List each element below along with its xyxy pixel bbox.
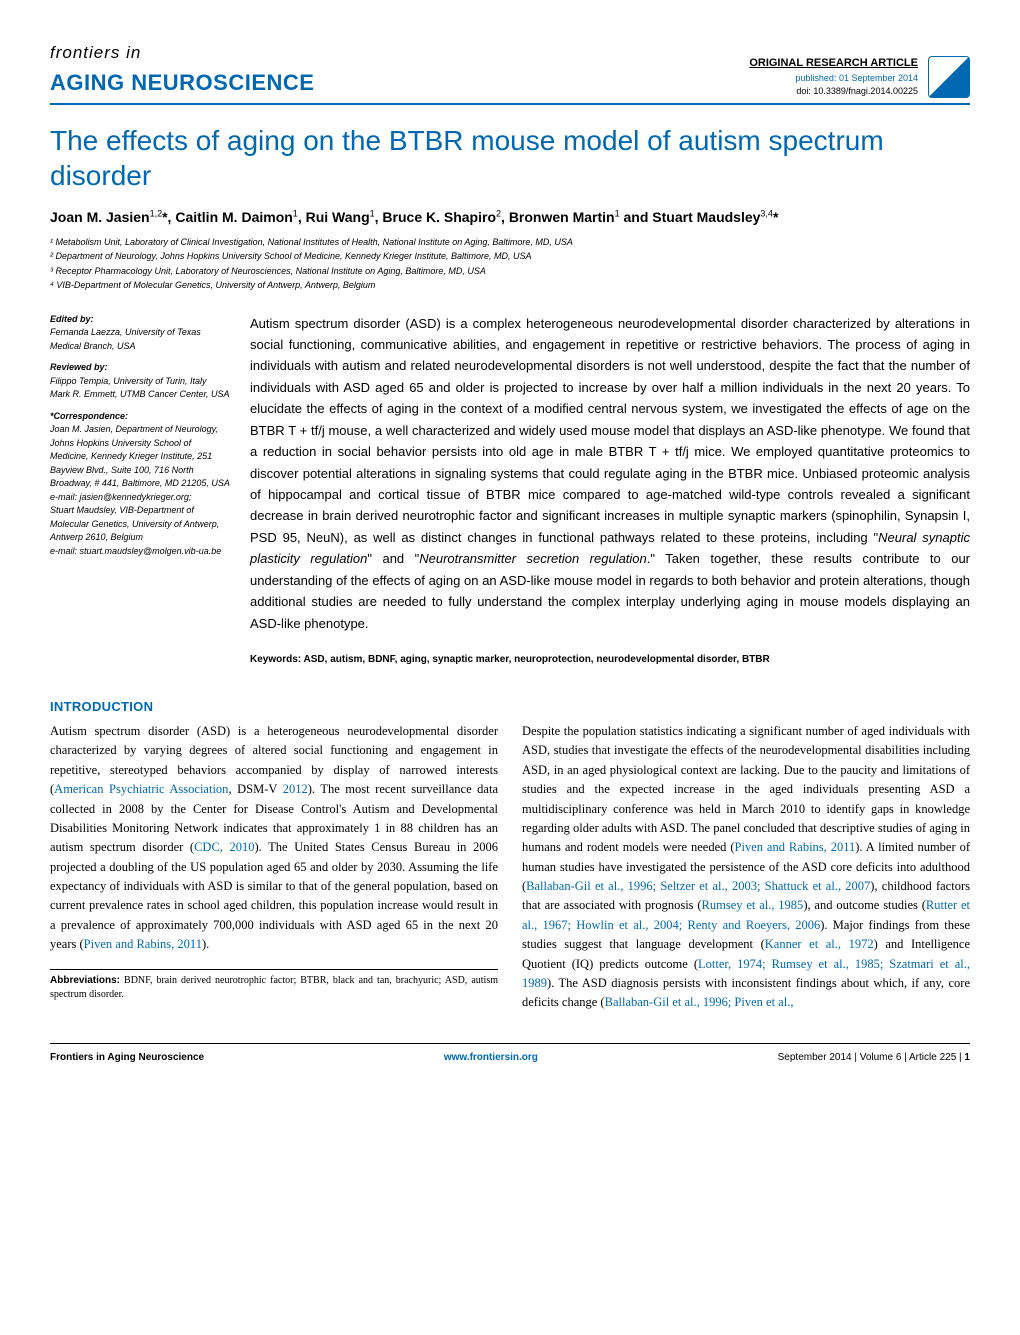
published-date: published: 01 September 2014 [749,72,918,86]
keywords: Keywords: ASD, autism, BDNF, aging, syna… [250,652,970,669]
doi: doi: 10.3389/fnagi.2014.00225 [749,85,918,99]
page-number: 1 [964,1052,970,1063]
journal-name: AGING NEUROSCIENCE [50,66,314,99]
abstract-text: " and " [367,551,419,566]
abstract-italic: Neurotransmitter secretion regulation [419,551,647,566]
body-text: Autism spectrum disorder (ASD) is a hete… [50,722,970,1013]
article-title: The effects of aging on the BTBR mouse m… [50,123,970,193]
frontiers-label: frontiers in [50,40,314,66]
page-footer: Frontiers in Aging Neuroscience www.fron… [50,1043,970,1065]
correspondence-email: e-mail: jasien@kennedykrieger.org; [50,491,230,505]
affiliation: ¹ Metabolism Unit, Laboratory of Clinica… [50,236,970,250]
body-paragraph: Despite the population statistics indica… [522,722,970,1013]
edited-by-heading: Edited by: [50,313,230,327]
citation-link[interactable]: Ballaban-Gil et al., 1996; Piven et al., [605,995,794,1009]
affiliation: ² Department of Neurology, Johns Hopkins… [50,250,970,264]
footer-url: www.frontiersin.org [444,1050,538,1065]
affiliations: ¹ Metabolism Unit, Laboratory of Clinica… [50,236,970,293]
footer-citation: September 2014 | Volume 6 | Article 225 … [778,1050,970,1065]
footer-journal: Frontiers in Aging Neuroscience [50,1050,204,1065]
author-link[interactable]: Bronwen Martin [509,209,615,225]
affiliation: ⁴ VIB-Department of Molecular Genetics, … [50,279,970,293]
author-link[interactable]: Rui Wang [306,209,370,225]
citation-link[interactable]: 2012 [283,782,308,796]
editorial-sidebar: Edited by: Fernanda Laezza, University o… [50,313,230,669]
citation-link[interactable]: Kanner et al., 1972 [765,937,874,951]
correspondence-address: Joan M. Jasien, Department of Neurology,… [50,423,230,491]
citation-link[interactable]: Piven and Rabins, 2011 [84,937,202,951]
citation-link[interactable]: American Psychiatric Association [54,782,228,796]
author-link[interactable]: Bruce K. Shapiro [382,209,496,225]
abbreviations-label: Abbreviations: [50,975,120,986]
citation-link[interactable]: CDC, 2010 [194,840,254,854]
introduction-heading: INTRODUCTION [50,697,970,717]
correspondence-heading: *Correspondence: [50,410,230,424]
article-title-link[interactable]: The effects of aging on the BTBR mouse m… [50,125,884,191]
reviewer: Filippo Tempia, University of Turin, Ita… [50,375,230,389]
edited-by-name: Fernanda Laezza, University of Texas Med… [50,326,230,353]
abstract-text: Autism spectrum disorder (ASD) is a comp… [250,316,970,545]
affiliation: ³ Receptor Pharmacology Unit, Laboratory… [50,265,970,279]
citation-link[interactable]: Ballaban-Gil et al., 1996; Seltzer et al… [526,879,870,893]
journal-brand: frontiers in AGING NEUROSCIENCE [50,40,314,99]
reviewed-by-heading: Reviewed by: [50,361,230,375]
abbreviations: Abbreviations: BDNF, brain derived neuro… [50,969,498,1002]
correspondence-email: e-mail: stuart.maudsley@molgen.vib-ua.be [50,545,230,559]
footer-url-link[interactable]: www.frontiersin.org [444,1052,538,1063]
author-link[interactable]: Stuart Maudsley [652,209,760,225]
reviewer: Mark R. Emmett, UTMB Cancer Center, USA [50,388,230,402]
body-paragraph: Autism spectrum disorder (ASD) is a hete… [50,722,498,955]
header-meta: ORIGINAL RESEARCH ARTICLE published: 01 … [749,55,970,99]
page-header: frontiers in AGING NEUROSCIENCE ORIGINAL… [50,40,970,105]
correspondence-address: Stuart Maudsley, VIB-Department of Molec… [50,504,230,545]
citation-link[interactable]: Piven and Rabins, 2011 [735,840,856,854]
frontiers-logo-icon [928,56,970,98]
author-link[interactable]: Caitlin M. Daimon [175,209,292,225]
authors: Joan M. Jasien1,2*, Caitlin M. Daimon1, … [50,207,970,228]
author-link[interactable]: Joan M. Jasien [50,209,150,225]
abstract: Autism spectrum disorder (ASD) is a comp… [250,313,970,669]
citation-link[interactable]: Rumsey et al., 1985 [702,898,804,912]
article-type-link[interactable]: ORIGINAL RESEARCH ARTICLE [749,55,918,72]
abstract-row: Edited by: Fernanda Laezza, University o… [50,313,970,669]
